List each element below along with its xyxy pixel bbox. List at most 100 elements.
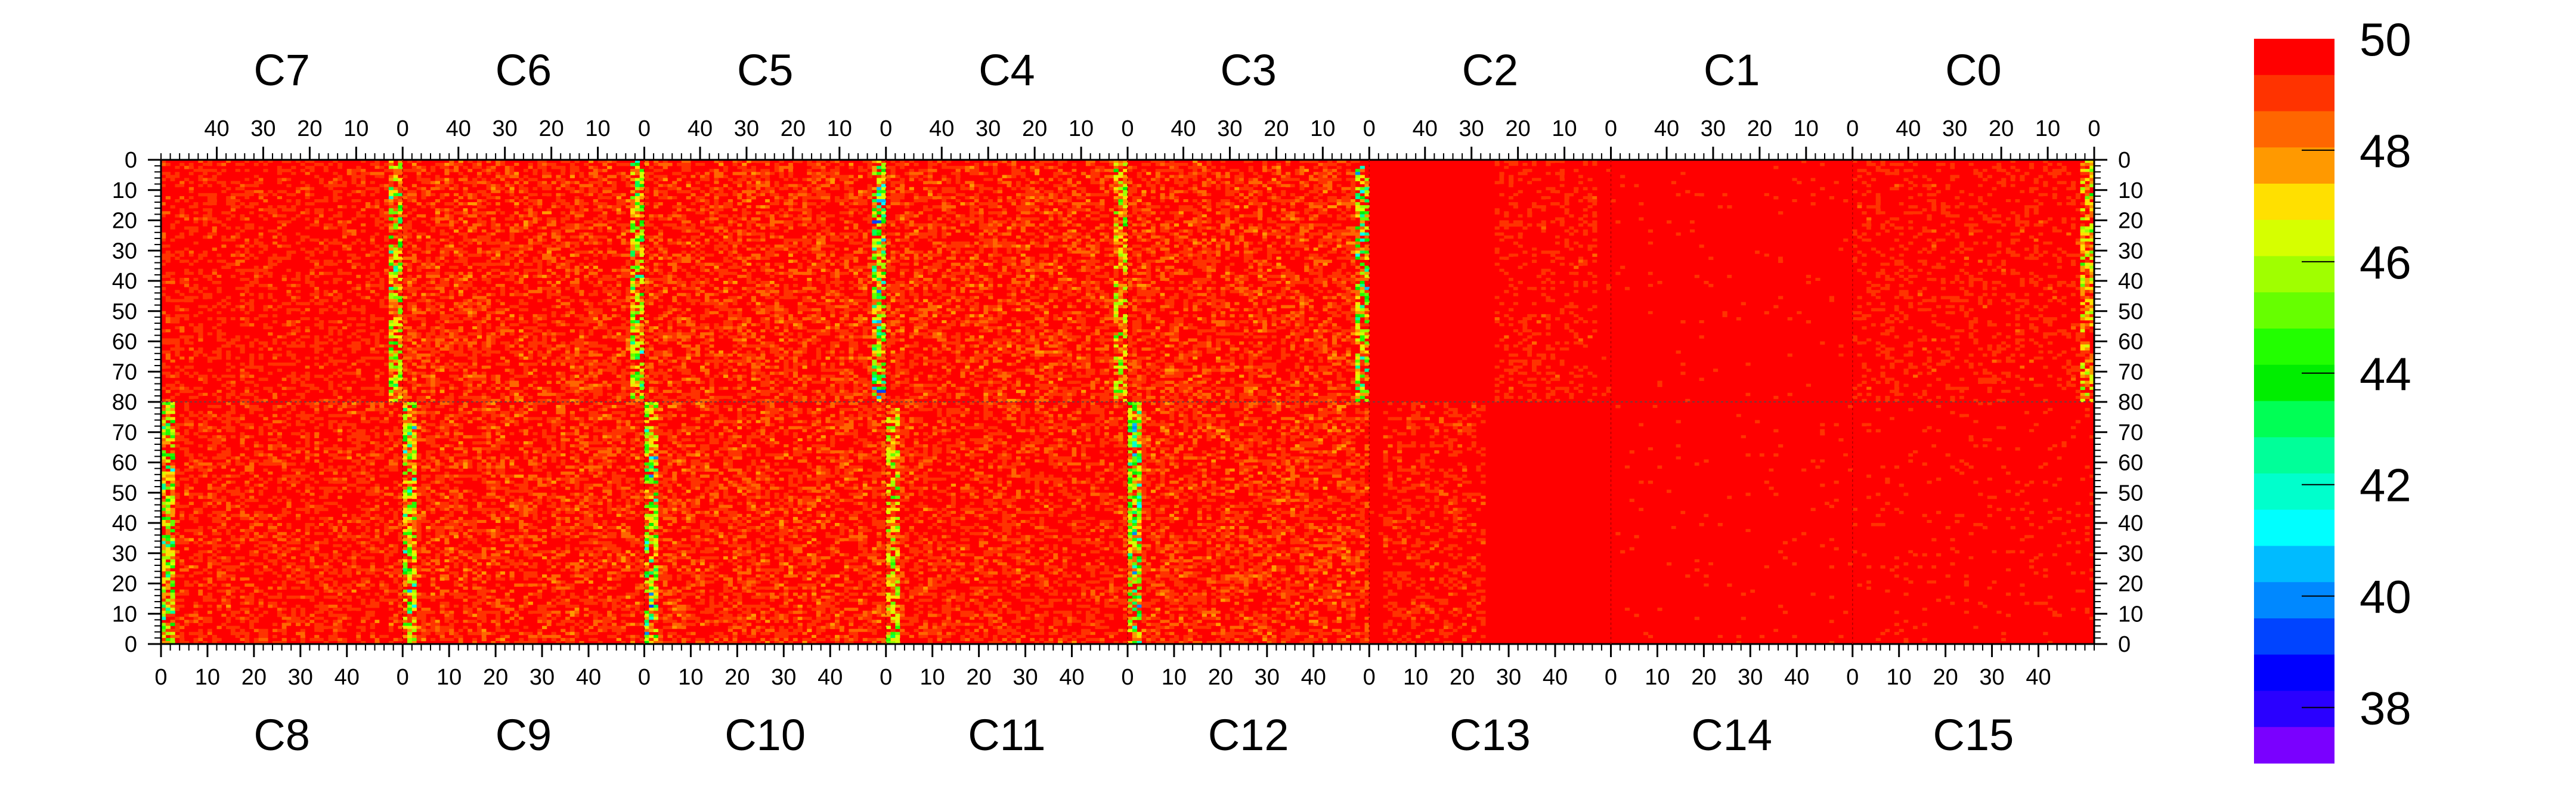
heatmap-cell: [249, 384, 254, 387]
heatmap-cell: [402, 242, 407, 244]
heatmap-cell: [189, 227, 194, 230]
heatmap-cell: [231, 320, 236, 323]
heatmap-cell: [407, 369, 412, 371]
heatmap-cell: [584, 272, 589, 275]
heatmap-cell: [249, 390, 254, 393]
heatmap-cell: [412, 230, 417, 233]
heatmap-cell: [570, 269, 575, 272]
heatmap-cell: [338, 208, 342, 211]
heatmap-cell: [459, 342, 463, 345]
heatmap-cell: [273, 342, 277, 345]
heatmap-cell: [291, 332, 296, 335]
heatmap-cell: [189, 296, 194, 299]
heatmap-cell: [421, 230, 426, 233]
heatmap-cell: [356, 256, 361, 259]
heatmap-cell: [575, 169, 580, 172]
heatmap-cell: [263, 266, 268, 269]
heatmap-cell: [519, 230, 524, 233]
heatmap-cell: [268, 345, 273, 348]
heatmap-cell: [286, 329, 291, 332]
heatmap-cell: [547, 287, 552, 290]
heatmap-cell: [552, 332, 556, 335]
heatmap-cell: [440, 390, 445, 393]
heatmap-cell: [179, 175, 184, 178]
heatmap-cell: [301, 263, 305, 266]
heatmap-cell: [407, 363, 412, 366]
heatmap-cell: [370, 184, 375, 187]
heatmap-cell: [208, 332, 212, 335]
heatmap-cell: [584, 348, 589, 351]
heatmap-cell: [370, 224, 375, 227]
heatmap-cell: [352, 287, 357, 290]
heatmap-cell: [421, 196, 426, 199]
heatmap-cell: [626, 230, 630, 233]
heatmap-cell: [208, 308, 212, 311]
heatmap-cell: [612, 269, 617, 272]
heatmap-cell: [598, 224, 603, 227]
heatmap-cell: [542, 221, 547, 224]
heatmap-cell: [426, 181, 431, 184]
heatmap-cell: [575, 269, 580, 272]
heatmap-cell: [500, 332, 505, 335]
heatmap-cell: [217, 181, 222, 184]
heatmap-cell: [203, 208, 208, 211]
heatmap-cell: [505, 387, 510, 390]
heatmap-cell: [542, 357, 547, 360]
heatmap-cell: [477, 242, 482, 244]
heatmap-cell: [189, 366, 194, 369]
heatmap-cell: [273, 284, 277, 287]
heatmap-cell: [431, 214, 435, 217]
heatmap-cell: [226, 266, 231, 269]
heatmap-cell: [607, 384, 612, 387]
heatmap-cell: [189, 193, 194, 196]
heatmap-cell: [607, 190, 612, 193]
heatmap-cell: [593, 293, 598, 296]
heatmap-cell: [444, 247, 449, 250]
heatmap-cell: [575, 338, 580, 341]
heatmap-cell: [398, 269, 402, 272]
heatmap-cell: [305, 299, 310, 302]
heatmap-cell: [309, 253, 314, 256]
heatmap-cell: [556, 371, 561, 374]
heatmap-cell: [589, 290, 593, 293]
heatmap-cell: [254, 269, 259, 272]
heatmap-cell: [370, 247, 375, 250]
heatmap-cell: [402, 345, 407, 348]
heatmap-cell: [417, 266, 422, 269]
heatmap-cell: [333, 360, 338, 363]
heatmap-cell: [579, 390, 584, 393]
heatmap-cell: [602, 371, 607, 374]
heatmap-cell: [467, 387, 472, 390]
heatmap-cell: [277, 208, 282, 211]
heatmap-cell: [394, 377, 398, 380]
heatmap-cell: [552, 308, 556, 311]
heatmap-cell: [482, 278, 487, 281]
heatmap-cell: [570, 357, 575, 360]
heatmap-cell: [579, 360, 584, 363]
heatmap-cell: [305, 278, 310, 281]
heatmap-cell: [184, 196, 189, 199]
heatmap-cell: [356, 211, 361, 214]
heatmap-cell: [528, 166, 533, 169]
heatmap-cell: [593, 369, 598, 371]
heatmap-cell: [491, 351, 496, 354]
heatmap-cell: [505, 345, 510, 348]
heatmap-cell: [166, 366, 171, 369]
heatmap-cell: [435, 338, 440, 341]
heatmap-cell: [240, 351, 244, 354]
heatmap-cell: [231, 384, 236, 387]
heatmap-cell: [552, 181, 556, 184]
heatmap-cell: [500, 172, 505, 175]
heatmap-cell: [570, 224, 575, 227]
heatmap-cell: [175, 351, 179, 354]
heatmap-cell: [407, 211, 412, 214]
heatmap-cell: [398, 354, 402, 357]
heatmap-cell: [593, 187, 598, 190]
heatmap-cell: [602, 224, 607, 227]
heatmap-cell: [412, 348, 417, 351]
heatmap-cell: [431, 374, 435, 377]
heatmap-cell: [273, 250, 277, 253]
heatmap-cell: [556, 393, 561, 396]
heatmap-cell: [374, 393, 379, 396]
heatmap-cell: [189, 396, 194, 399]
